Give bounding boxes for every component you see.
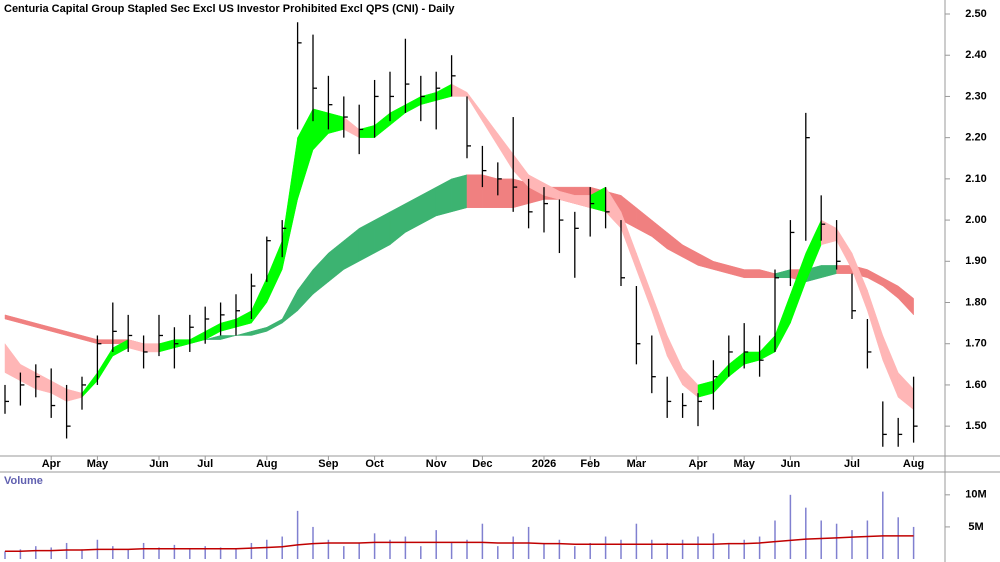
volume-label: Volume [4,475,43,487]
y-tick-label: 1.50 [965,420,986,432]
y-tick-label: 2.50 [965,8,986,20]
y-tick-label: 2.30 [965,90,986,102]
ma-band [497,178,514,208]
x-tick-label: Feb [580,458,600,470]
y-tick-label: 1.60 [965,379,986,391]
y-tick-label: 2.20 [965,132,986,144]
ma-band [143,343,160,353]
x-tick-label: Aug [256,458,277,470]
ma-band [466,174,483,208]
x-tick-label: Nov [426,458,448,470]
y-tick-label: 5M [968,521,983,533]
ma-band [220,335,237,340]
ma-band [482,174,499,208]
y-tick-label: 2.40 [965,49,986,61]
x-tick-label: Mar [627,458,647,470]
y-tick-label: 1.70 [965,338,986,350]
x-tick-label: Aug [903,458,924,470]
y-tick-label: 2.00 [965,214,986,226]
volume-average [5,535,914,553]
x-tick-label: Apr [42,458,62,470]
x-tick-label: Apr [689,458,709,470]
ma-band [897,285,914,316]
y-tick-label: 1.90 [965,255,986,267]
y-tick-label: 10M [965,489,986,501]
x-tick-label: Oct [365,458,384,470]
x-tick-label: 2026 [532,458,556,470]
ma-band [451,174,468,213]
chart-title: Centuria Capital Group Stapled Sec Excl … [4,3,455,15]
x-tick-label: Jun [149,458,169,470]
x-tick-label: Jul [197,458,213,470]
x-tick-label: Jun [781,458,801,470]
y-tick-label: 2.10 [965,173,986,185]
x-tick-label: Sep [318,458,338,470]
ma-band [743,269,760,279]
x-tick-label: Dec [472,458,492,470]
x-tick-label: May [733,458,755,470]
ma-band [836,265,853,274]
x-tick-label: Jul [844,458,860,470]
x-tick-label: May [87,458,109,470]
y-tick-label: 1.80 [965,296,986,308]
